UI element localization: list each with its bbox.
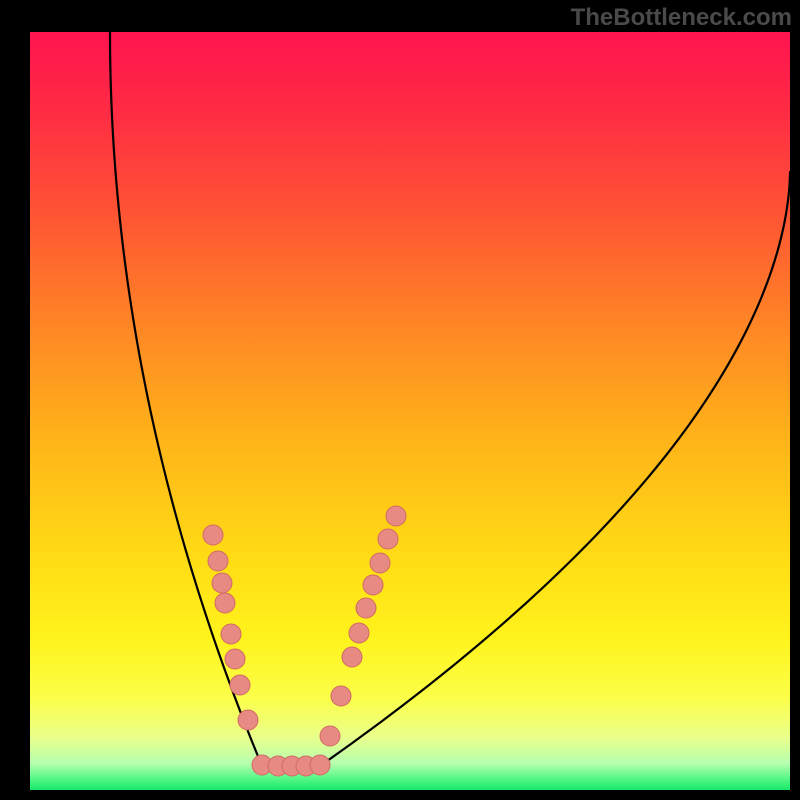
marker-dot	[349, 623, 369, 643]
marker-dot	[208, 551, 228, 571]
marker-dot	[331, 686, 351, 706]
marker-dot	[230, 675, 250, 695]
marker-dot	[238, 710, 258, 730]
marker-dot	[356, 598, 376, 618]
marker-dot	[386, 506, 406, 526]
marker-dot	[310, 755, 330, 775]
marker-dot	[225, 649, 245, 669]
watermark-text: TheBottleneck.com	[571, 4, 792, 32]
marker-dot	[342, 647, 362, 667]
marker-dot	[363, 575, 383, 595]
marker-dot	[370, 553, 390, 573]
marker-dot	[221, 624, 241, 644]
chart-canvas	[0, 0, 800, 800]
gradient-background	[30, 32, 790, 790]
marker-dot	[378, 529, 398, 549]
marker-dot	[203, 525, 223, 545]
marker-dot	[320, 726, 340, 746]
marker-dot	[215, 593, 235, 613]
marker-dot	[212, 573, 232, 593]
